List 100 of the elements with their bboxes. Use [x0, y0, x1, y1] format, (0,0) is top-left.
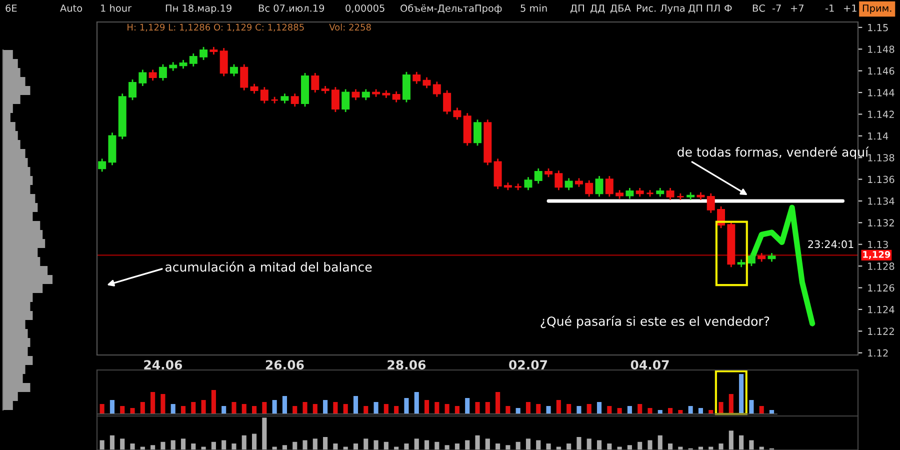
bar	[526, 402, 531, 414]
bar	[110, 400, 115, 414]
candlestick	[402, 71, 410, 103]
bar	[454, 406, 460, 414]
bar	[262, 402, 267, 414]
candlestick	[342, 88, 350, 113]
bar	[638, 404, 642, 414]
y-tick-label: 1.15	[868, 24, 888, 32]
bar	[728, 394, 734, 414]
y-tick-label: 1.122	[868, 328, 894, 335]
candlestick	[250, 83, 258, 94]
bar	[312, 404, 318, 414]
candlestick	[412, 71, 421, 85]
bar	[749, 440, 754, 450]
bar	[658, 435, 662, 450]
candlestick	[595, 175, 604, 198]
text: -7	[772, 4, 781, 12]
candlestick	[494, 158, 502, 190]
bar	[170, 404, 176, 414]
bar	[546, 444, 551, 450]
bar	[475, 435, 480, 450]
bar	[120, 438, 125, 450]
candlestick	[280, 92, 289, 104]
bar	[718, 444, 724, 450]
bar	[638, 442, 642, 450]
x-tick-label: 04.07	[630, 360, 669, 370]
annotation: de todas formas, venderé aquí	[678, 146, 869, 160]
annotation: acumulación a mitad del balance	[165, 262, 372, 272]
x-tick-label: 28.06	[388, 360, 426, 370]
bar	[160, 442, 166, 450]
x-tick-label: 24.06	[144, 360, 182, 370]
y-tick-label: 1.148	[868, 46, 894, 53]
y-tick-label: 1.128	[868, 262, 894, 270]
ref-line-label: 1,129	[863, 251, 890, 259]
bar	[323, 400, 328, 414]
text: Ф	[724, 4, 732, 12]
bar	[302, 402, 308, 414]
bar	[100, 440, 104, 450]
candlestick	[260, 86, 268, 104]
bar	[343, 404, 348, 414]
bar	[272, 400, 277, 414]
bar	[353, 396, 358, 414]
bar	[282, 396, 287, 414]
bar	[596, 402, 602, 414]
bar	[454, 444, 460, 450]
text: Объём-ДельтаПроф	[400, 4, 502, 14]
bar	[242, 404, 246, 414]
bar	[404, 398, 409, 414]
y-tick-label: 1.138	[868, 154, 894, 162]
y-tick-label: 1.134	[868, 197, 894, 205]
candlestick	[453, 106, 462, 120]
bar	[627, 406, 632, 414]
bar	[739, 435, 744, 450]
bar	[130, 408, 135, 414]
bar	[374, 402, 378, 414]
text: 0,00005	[346, 4, 384, 13]
bar	[668, 444, 673, 450]
y-tick-label: 1.12	[868, 349, 888, 357]
annotation: H: 1,129 L: 1,1286 O: 1,129 C: 1,12885	[128, 24, 304, 32]
bar	[232, 444, 236, 450]
candlestick	[128, 78, 137, 101]
y-tick-label: 1.126	[868, 284, 894, 292]
bar	[536, 404, 541, 414]
bar	[648, 408, 652, 414]
bar	[576, 406, 582, 414]
text: +1	[844, 4, 856, 12]
candlestick	[230, 64, 238, 77]
bar	[394, 406, 399, 414]
bar	[414, 392, 419, 414]
bar	[211, 442, 216, 450]
text: ДП	[570, 4, 584, 14]
candlestick	[432, 80, 441, 98]
bar	[150, 445, 156, 450]
bar	[648, 440, 652, 450]
bar	[728, 430, 734, 450]
text: Вс 07.июл.19	[258, 4, 324, 12]
text: 6E	[6, 4, 17, 12]
bar	[242, 435, 246, 450]
candlestick	[331, 86, 340, 113]
candlestick	[524, 176, 532, 191]
bar	[312, 438, 318, 450]
candlestick	[138, 69, 147, 87]
bar	[232, 402, 236, 414]
bar	[404, 444, 409, 450]
candlestick	[747, 252, 756, 267]
bar	[516, 408, 520, 414]
bar	[566, 404, 572, 414]
text: Лупа	[660, 4, 684, 14]
bar	[607, 444, 612, 450]
text: ВС	[752, 4, 765, 12]
bar	[170, 440, 176, 450]
candlestick	[290, 92, 299, 108]
y-tick-label: 1.14	[868, 132, 888, 140]
bar	[414, 438, 419, 450]
bar	[688, 406, 693, 414]
bar	[465, 440, 470, 450]
text: 5 min	[520, 4, 547, 12]
candlestick	[352, 88, 360, 101]
bar	[617, 408, 622, 414]
bar	[424, 400, 430, 414]
